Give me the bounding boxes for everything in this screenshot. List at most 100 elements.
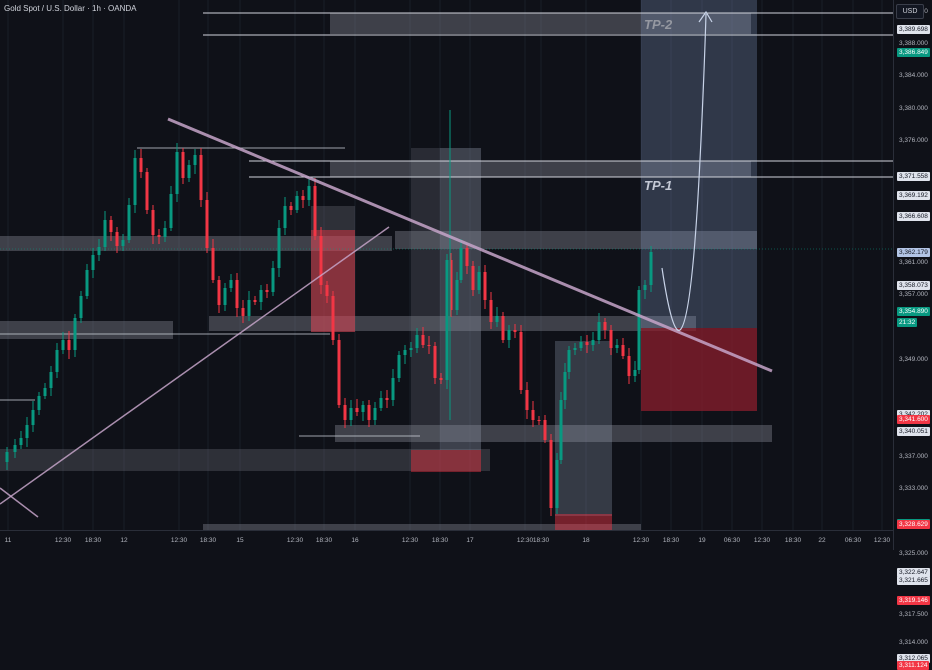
candle-body [445, 260, 449, 380]
candle-body [531, 410, 535, 420]
highlight-boxes [311, 148, 612, 530]
zone-resistance-mid [395, 231, 757, 249]
candle-body [187, 165, 191, 178]
candle-body [151, 210, 155, 235]
chart-area[interactable]: TP-2 TP-1 Gold Spot / U.S. Dollar · 1h ·… [0, 0, 893, 530]
descending-trendline[interactable] [167, 117, 773, 373]
time-label: 12:30 [401, 537, 419, 544]
candle-body [301, 196, 305, 200]
candle-body [537, 420, 541, 421]
candle-body [199, 155, 203, 200]
candle-body [361, 405, 365, 412]
candle-body [355, 408, 359, 412]
candle-body [391, 378, 395, 400]
candle-body [133, 158, 137, 205]
candle-body [271, 268, 275, 292]
candle-body [235, 280, 239, 308]
ascending-trendline[interactable] [0, 226, 390, 505]
candle-body [495, 316, 499, 322]
candle-body [145, 172, 149, 210]
currency-button[interactable]: USD [896, 4, 924, 19]
price-label: 3,314.000 [899, 639, 928, 647]
long-position-tool[interactable] [641, 0, 757, 411]
candle-body [205, 200, 209, 248]
candle-body [55, 350, 59, 372]
tp2-label: TP-2 [644, 17, 673, 32]
time-label: 18:30 [199, 537, 217, 544]
candle-body [459, 248, 463, 280]
price-label: 3,388.000 [899, 39, 928, 47]
candle-body [559, 400, 563, 460]
candle-body [97, 247, 101, 255]
candle-body [5, 452, 9, 462]
candle-body [169, 194, 173, 228]
candle-body [31, 410, 35, 425]
candle-body [109, 220, 113, 232]
candle-body [525, 390, 529, 410]
price-label: 3,354.890 [897, 306, 930, 316]
candle-body [283, 206, 287, 228]
candle-body [19, 438, 23, 445]
candle-body [307, 186, 311, 200]
candle-body [337, 340, 341, 405]
candle-body [543, 420, 547, 440]
candle-body [73, 318, 77, 350]
candle-body [465, 248, 469, 266]
candle-body [313, 186, 317, 236]
price-label: 3,386.849 [897, 48, 930, 58]
zone-bottom-left [0, 449, 490, 471]
candle-body [579, 342, 583, 348]
bear-box-2 [411, 450, 481, 472]
candle-body [519, 332, 523, 390]
candle-body [385, 398, 389, 400]
time-label: 12:30 [170, 537, 188, 544]
trend-lines[interactable] [0, 117, 773, 518]
candle-body [229, 280, 233, 288]
time-label: 12 [120, 537, 128, 544]
time-label: 12:30 [54, 537, 72, 544]
candle-body [103, 220, 107, 247]
price-label: 3,384.000 [899, 72, 928, 80]
candle-body [563, 372, 567, 400]
price-chart-canvas[interactable]: TP-2 TP-1 [0, 0, 893, 530]
highlight-box-4 [555, 341, 612, 516]
candle-body [367, 405, 371, 420]
price-label: 3,362.179 [897, 247, 930, 257]
price-label: 3,389.698 [897, 25, 930, 35]
time-label: 15 [236, 537, 244, 544]
candle-body [403, 350, 407, 355]
candle-body [507, 330, 511, 340]
price-label: 3,317.500 [899, 610, 928, 618]
candle-body [597, 322, 601, 340]
price-label: 3,376.000 [899, 137, 928, 145]
tp1-label: TP-1 [644, 178, 672, 193]
candle-body [483, 272, 487, 300]
candle-body [549, 440, 553, 508]
time-label: 06:30 [723, 537, 741, 544]
candle-body [415, 335, 419, 348]
candle-body [501, 316, 505, 340]
candle-body [259, 290, 263, 302]
time-label: 19 [698, 537, 706, 544]
zone-center [209, 316, 696, 331]
candle-body [61, 340, 65, 350]
time-label: 12:30 [286, 537, 304, 544]
zone-tp1 [330, 161, 751, 177]
time-label: 18:30 [532, 537, 550, 544]
candle-body [455, 280, 459, 310]
candle-body [615, 345, 619, 348]
zone-lower [335, 425, 772, 442]
zone-tp2 [330, 13, 751, 34]
price-axis[interactable] [893, 0, 932, 550]
price-label: 3,349.000 [899, 355, 928, 363]
candlestick-series [5, 110, 653, 516]
candle-body [585, 342, 589, 345]
candle-body [489, 300, 493, 322]
candle-body [157, 235, 161, 237]
time-axis[interactable] [0, 530, 893, 551]
candle-body [79, 296, 83, 318]
time-label: 18:30 [84, 537, 102, 544]
candle-body [25, 425, 29, 438]
candle-body [289, 206, 293, 210]
short-trendline[interactable] [0, 487, 39, 518]
